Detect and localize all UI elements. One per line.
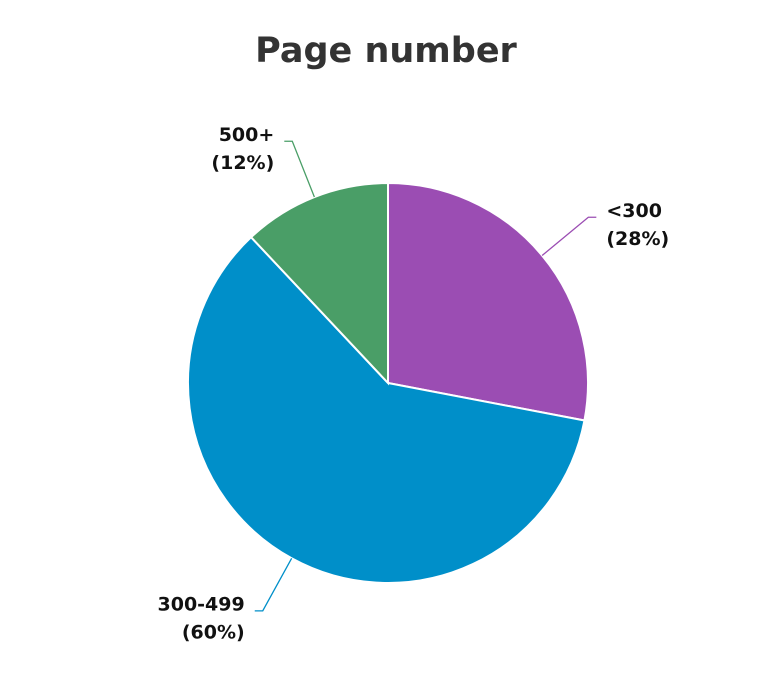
pie-slice (249, 181, 389, 386)
pie-slice (387, 181, 589, 422)
slice-label: 500+ (219, 124, 275, 146)
slice-label: <300 (606, 200, 662, 222)
slice-value-label: (28%) (606, 228, 669, 250)
leader-line (541, 216, 597, 257)
leader-line (284, 140, 315, 198)
slice-value-label: (60%) (182, 621, 245, 643)
slice-label: 300-499 (158, 593, 245, 615)
slice-value-label: (12%) (211, 152, 274, 174)
chart-title: Page number (255, 31, 517, 71)
leader-line (254, 557, 293, 612)
